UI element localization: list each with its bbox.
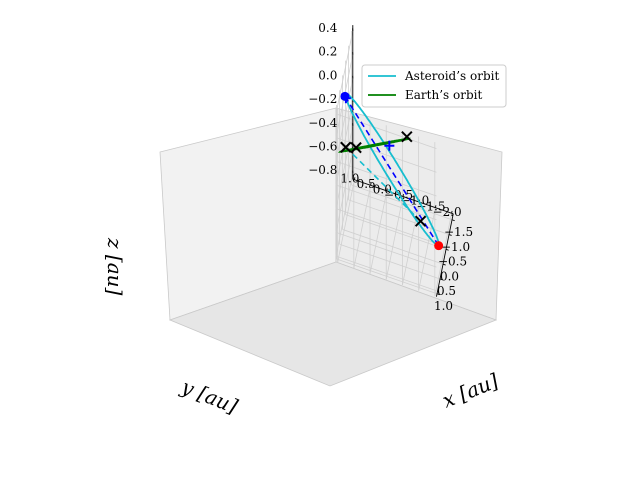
earth-orbit-line	[337, 137, 411, 153]
red-dot-marker	[434, 241, 444, 251]
x-tick-label: 1.0	[434, 299, 453, 313]
legend-label-asteroid: Asteroid’s orbit	[404, 69, 499, 83]
cross-marker	[350, 141, 362, 154]
x-tick-label: −1.0	[441, 240, 470, 254]
y-tick-label: −2.0	[433, 205, 462, 219]
z-tick-label: 0.0	[318, 68, 337, 82]
x-axis-label: x [au]	[439, 369, 502, 413]
asteroid-orbit-line	[344, 92, 440, 247]
pane-floor	[168, 261, 498, 387]
x-tick-label: −0.5	[438, 255, 467, 269]
x-tick-mark	[442, 263, 446, 266]
grid-line-y-floor	[418, 207, 436, 291]
legend-label-earth: Earth’s orbit	[405, 88, 482, 102]
dashed-line-1	[345, 146, 422, 222]
grid-line-z-left	[335, 125, 354, 209]
grid-line-y-floor	[353, 185, 372, 269]
grid-line-y-floor	[434, 213, 453, 297]
cross-marker	[401, 130, 413, 143]
grid-lines	[335, 30, 453, 297]
x-axis-line	[435, 213, 454, 297]
grid-line-z-right	[335, 184, 437, 221]
grid-line-z-right	[335, 231, 437, 268]
x-tick-mark	[439, 278, 443, 281]
y-axis-label: y [au]	[177, 374, 241, 418]
blue-plus-marker	[384, 140, 395, 151]
x-tick-mark	[448, 234, 452, 236]
z-tick-label: −0.8	[308, 163, 337, 177]
x-tick-mark	[436, 293, 440, 296]
legend-box	[361, 64, 507, 108]
z-tick-label: −0.4	[308, 116, 338, 130]
y-tick-label: 0.5	[357, 177, 376, 191]
y-tick-label: −1.0	[400, 194, 429, 208]
x-tick-label: 0.0	[440, 269, 459, 283]
y-tick-label: 0.0	[373, 182, 392, 196]
cross-marker	[340, 141, 352, 153]
z-axis-label: z [au]	[103, 237, 127, 296]
x-tick-label: −1.5	[444, 225, 473, 239]
x-tick-mark	[445, 248, 449, 251]
grid-line-z-right	[335, 208, 437, 244]
grid-line-z-left	[335, 149, 354, 233]
z-tick-label: −0.6	[308, 140, 337, 154]
z-tick-label: 0.4	[318, 21, 337, 35]
grid-line-z-left	[335, 30, 354, 114]
y-tick-label: 1.0	[340, 171, 359, 185]
z-tick-label: 0.2	[318, 45, 337, 59]
grid-line-y-floor	[385, 196, 404, 280]
legend: Asteroid’s orbit Earth’s orbit	[361, 64, 507, 108]
grid-line-z-left	[335, 173, 354, 257]
grid-line-y-floor	[369, 190, 388, 274]
grid-line-z-right	[335, 255, 437, 292]
plot-layer	[337, 91, 444, 251]
grid-line-z-left	[335, 102, 354, 186]
x-tick-mark	[451, 219, 455, 222]
x-tick-label: 0.5	[437, 284, 456, 298]
grid-line-z-left	[335, 78, 354, 162]
grid-line-y-floor	[337, 179, 355, 263]
tick-labels: −1.5−1.0−0.50.00.51.01.00.50.0−0.5−1.0−1…	[308, 21, 473, 313]
z-tick-label: −0.2	[308, 92, 337, 106]
blue-plus-marker	[340, 93, 351, 104]
cross-marker	[414, 215, 427, 227]
